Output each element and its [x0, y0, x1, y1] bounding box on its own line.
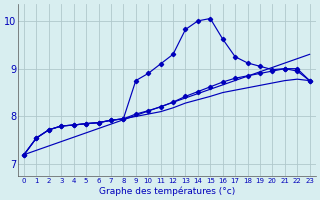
- X-axis label: Graphe des températures (°c): Graphe des températures (°c): [99, 186, 235, 196]
